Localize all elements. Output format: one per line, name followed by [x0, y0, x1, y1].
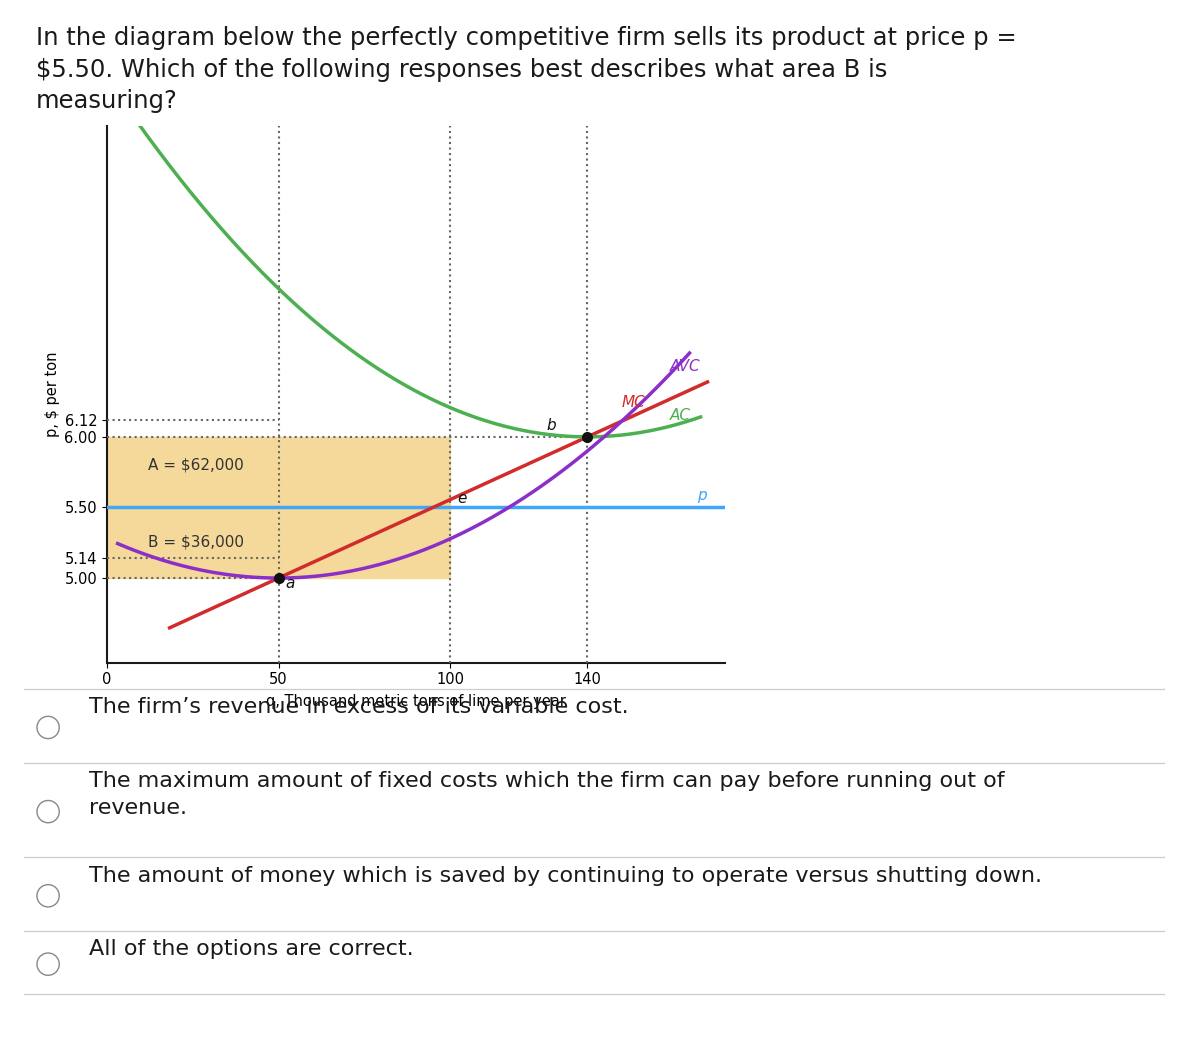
Text: a: a — [285, 575, 295, 591]
Text: AC: AC — [670, 408, 690, 423]
Text: measuring?: measuring? — [36, 89, 177, 114]
Text: e: e — [457, 491, 467, 506]
Text: The maximum amount of fixed costs which the firm can pay before running out of
r: The maximum amount of fixed costs which … — [89, 771, 1005, 818]
Text: p: p — [697, 488, 707, 504]
Text: AVC: AVC — [670, 359, 701, 373]
Text: b: b — [546, 418, 556, 432]
Text: In the diagram below the perfectly competitive firm sells its product at price p: In the diagram below the perfectly compe… — [36, 26, 1017, 50]
X-axis label: q, Thousand metric tons of lime per year: q, Thousand metric tons of lime per year — [266, 694, 565, 709]
Text: B = $36,000: B = $36,000 — [148, 535, 244, 550]
Text: All of the options are correct.: All of the options are correct. — [89, 939, 413, 959]
Text: The amount of money which is saved by continuing to operate versus shutting down: The amount of money which is saved by co… — [89, 866, 1042, 886]
Text: The firm’s revenue in excess of its variable cost.: The firm’s revenue in excess of its vari… — [89, 697, 628, 717]
Text: $5.50. Which of the following responses best describes what area B is: $5.50. Which of the following responses … — [36, 58, 887, 82]
Text: A = $62,000: A = $62,000 — [148, 458, 244, 472]
Y-axis label: p, $ per ton: p, $ per ton — [45, 351, 61, 438]
Text: MC: MC — [621, 396, 645, 410]
